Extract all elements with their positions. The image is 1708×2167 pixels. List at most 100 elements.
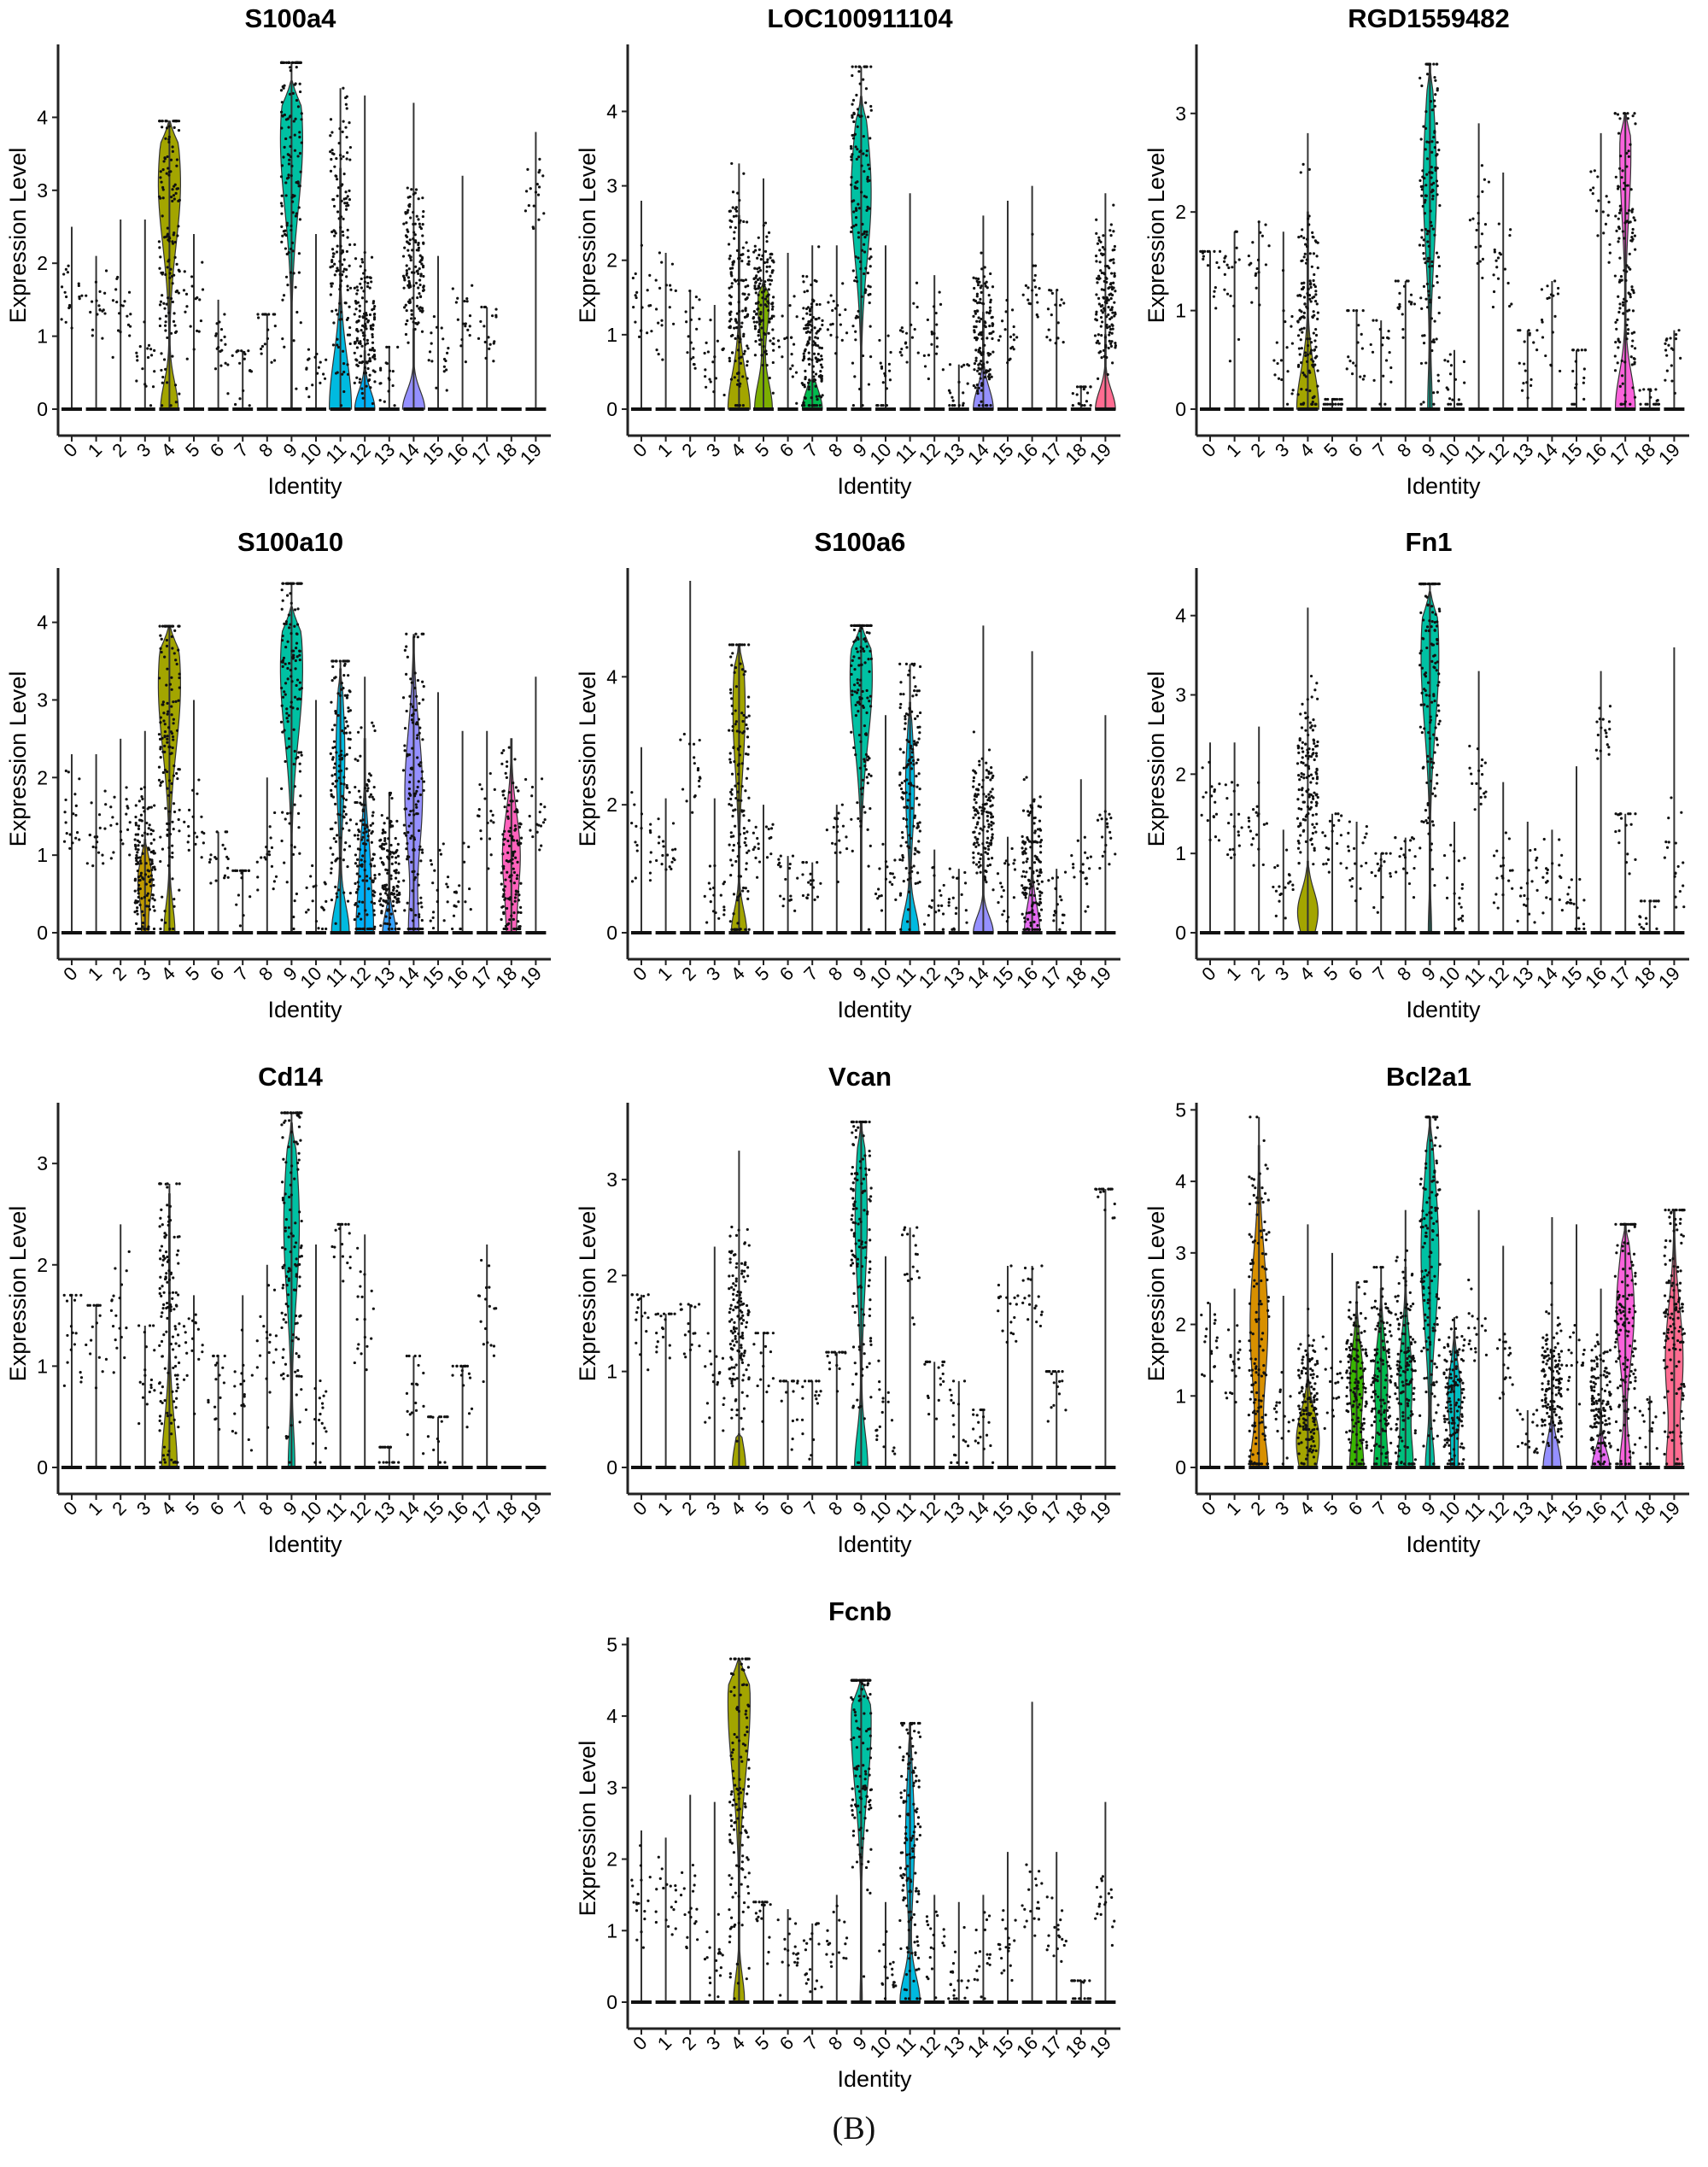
data-point bbox=[145, 905, 149, 908]
data-point bbox=[974, 356, 978, 360]
data-point bbox=[285, 594, 290, 597]
data-point bbox=[1597, 199, 1600, 202]
data-point bbox=[1483, 178, 1486, 181]
data-point bbox=[746, 344, 749, 348]
data-point bbox=[1423, 257, 1426, 261]
data-point bbox=[640, 243, 643, 247]
data-point bbox=[286, 666, 290, 671]
data-point bbox=[1421, 204, 1424, 208]
data-point bbox=[137, 824, 141, 828]
data-point bbox=[974, 299, 977, 302]
data-point bbox=[765, 856, 769, 859]
data-point bbox=[136, 833, 140, 836]
data-point bbox=[1425, 157, 1430, 161]
data-point bbox=[166, 787, 169, 790]
data-point bbox=[1102, 307, 1106, 310]
data-point bbox=[742, 220, 746, 224]
data-point bbox=[464, 322, 467, 325]
data-point bbox=[1309, 348, 1313, 352]
data-point bbox=[804, 860, 808, 864]
data-point bbox=[284, 275, 289, 278]
data-point bbox=[975, 295, 979, 298]
data-point bbox=[290, 164, 294, 167]
data-point bbox=[1082, 387, 1085, 391]
data-point bbox=[853, 667, 857, 671]
cluster-4 bbox=[1296, 132, 1320, 411]
data-point bbox=[401, 255, 406, 258]
data-point bbox=[1549, 293, 1553, 296]
data-point bbox=[802, 280, 805, 284]
data-point bbox=[863, 724, 867, 728]
x-axis-label: Identity bbox=[267, 473, 342, 499]
data-point bbox=[1614, 214, 1617, 218]
data-point bbox=[141, 925, 144, 928]
data-point bbox=[338, 857, 342, 860]
data-point bbox=[177, 624, 181, 628]
data-point bbox=[1033, 264, 1038, 267]
data-point bbox=[410, 309, 413, 313]
cluster-15 bbox=[428, 692, 450, 934]
data-point bbox=[1435, 251, 1439, 255]
data-point bbox=[289, 69, 293, 73]
data-point bbox=[290, 582, 293, 585]
data-point bbox=[657, 817, 660, 821]
data-point bbox=[756, 256, 759, 260]
data-point bbox=[139, 862, 143, 865]
data-point bbox=[972, 314, 975, 318]
data-point bbox=[177, 648, 180, 652]
data-point bbox=[307, 908, 310, 911]
data-point bbox=[149, 805, 153, 809]
data-point bbox=[730, 274, 734, 278]
data-point bbox=[746, 249, 750, 253]
data-point bbox=[270, 846, 274, 850]
data-point bbox=[418, 307, 421, 310]
data-point bbox=[975, 319, 979, 323]
data-point bbox=[785, 336, 789, 339]
data-point bbox=[284, 233, 288, 237]
data-point bbox=[851, 114, 854, 117]
data-point bbox=[175, 158, 179, 161]
data-point bbox=[412, 237, 415, 241]
data-point bbox=[947, 389, 951, 392]
data-point bbox=[845, 846, 849, 851]
data-point bbox=[418, 278, 422, 282]
data-point bbox=[98, 290, 102, 293]
data-point bbox=[504, 878, 507, 881]
data-point bbox=[753, 286, 757, 290]
data-point bbox=[238, 397, 242, 401]
data-point bbox=[356, 730, 360, 734]
data-point bbox=[757, 307, 760, 311]
data-point bbox=[855, 208, 858, 213]
data-point bbox=[769, 835, 773, 840]
data-point bbox=[209, 853, 213, 857]
data-point bbox=[915, 281, 919, 284]
data-point bbox=[711, 360, 715, 364]
data-point bbox=[160, 918, 164, 922]
data-point bbox=[294, 214, 298, 218]
data-point bbox=[355, 864, 360, 868]
data-point bbox=[162, 358, 167, 361]
data-point bbox=[173, 255, 177, 259]
data-point bbox=[796, 876, 799, 880]
data-point bbox=[1106, 265, 1109, 268]
data-point bbox=[361, 854, 365, 858]
data-point bbox=[862, 135, 865, 138]
data-point bbox=[391, 370, 395, 373]
data-point bbox=[493, 788, 496, 791]
data-point bbox=[740, 712, 744, 715]
data-point bbox=[1437, 149, 1441, 152]
data-point bbox=[745, 220, 749, 224]
data-point bbox=[363, 334, 366, 337]
data-point bbox=[1277, 377, 1281, 380]
data-point bbox=[1617, 295, 1620, 298]
data-point bbox=[173, 810, 177, 814]
data-point bbox=[489, 853, 493, 857]
data-point bbox=[161, 780, 164, 783]
data-point bbox=[417, 249, 420, 252]
data-point bbox=[1436, 379, 1441, 383]
data-point bbox=[334, 372, 338, 375]
data-point bbox=[134, 847, 137, 851]
data-point bbox=[348, 689, 351, 693]
data-point bbox=[422, 780, 425, 783]
data-point bbox=[1095, 260, 1098, 263]
